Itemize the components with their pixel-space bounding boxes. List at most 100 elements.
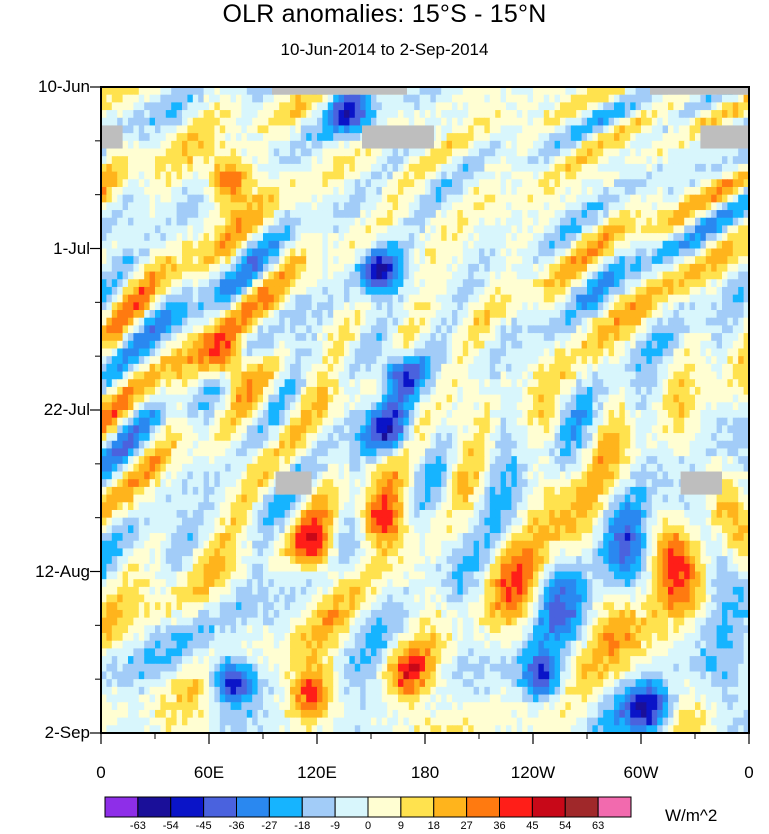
- heatmap-cell: [738, 279, 745, 288]
- heatmap-cell: [597, 363, 604, 373]
- heatmap-cell: [187, 256, 194, 265]
- heatmap-cell: [511, 248, 518, 257]
- heatmap-cell: [165, 240, 172, 250]
- heatmap-cell: [349, 271, 356, 280]
- heatmap-cell: [419, 294, 426, 303]
- heatmap-cell: [689, 279, 696, 288]
- heatmap-cell: [106, 356, 113, 365]
- heatmap-cell: [468, 402, 475, 411]
- heatmap-cell: [198, 333, 205, 342]
- heatmap-cell: [236, 202, 242, 211]
- heatmap-cell: [603, 348, 610, 357]
- heatmap-cell: [176, 117, 183, 127]
- heatmap-cell: [684, 248, 691, 257]
- heatmap-cell: [317, 302, 323, 311]
- heatmap-cell: [489, 194, 496, 203]
- heatmap-cell: [182, 371, 188, 380]
- heatmap-cell: [630, 302, 637, 311]
- heatmap-cell: [689, 294, 696, 303]
- heatmap-cell: [338, 217, 345, 227]
- heatmap-cell: [441, 163, 448, 173]
- heatmap-cell: [527, 363, 534, 373]
- heatmap-cell: [527, 386, 534, 396]
- heatmap-cell: [668, 379, 674, 388]
- heatmap-cell: [635, 140, 642, 150]
- heatmap-cell: [479, 394, 485, 403]
- heatmap-cell: [657, 233, 664, 242]
- heatmap-cell: [182, 363, 188, 373]
- heatmap-cell: [381, 363, 388, 373]
- heatmap-cell: [646, 356, 653, 365]
- heatmap-cell: [176, 386, 183, 396]
- heatmap-cell: [489, 263, 496, 273]
- heatmap-cell: [722, 302, 728, 311]
- heatmap-cell: [441, 186, 448, 196]
- heatmap-cell: [511, 310, 518, 319]
- heatmap-cell: [263, 271, 269, 280]
- heatmap-cell: [516, 248, 523, 257]
- heatmap-cell: [306, 279, 313, 288]
- heatmap-cell: [133, 294, 140, 303]
- heatmap-cell: [236, 394, 242, 403]
- heatmap-cell: [543, 171, 550, 180]
- heatmap-cell: [209, 325, 215, 334]
- heatmap-cell: [695, 286, 701, 296]
- heatmap-cell: [527, 202, 534, 211]
- heatmap-cell: [354, 225, 361, 234]
- heatmap-cell: [354, 363, 361, 373]
- heatmap-cell: [570, 386, 577, 396]
- heatmap-cell: [581, 186, 588, 196]
- heatmap-cell: [549, 140, 556, 150]
- heatmap-cell: [376, 363, 383, 373]
- heatmap-cell: [295, 210, 302, 219]
- heatmap-cell: [635, 302, 642, 311]
- heatmap-cell: [554, 248, 561, 257]
- heatmap-cell: [155, 271, 161, 280]
- heatmap-cell: [495, 379, 502, 388]
- heatmap-cell: [527, 194, 534, 203]
- heatmap-cell: [608, 263, 615, 273]
- heatmap-cell: [484, 356, 491, 365]
- heatmap-cell: [257, 263, 264, 273]
- heatmap-cell: [403, 394, 410, 403]
- heatmap-cell: [284, 256, 291, 265]
- heatmap-cell: [284, 333, 291, 342]
- heatmap-cell: [619, 325, 626, 334]
- heatmap-cell: [630, 148, 637, 157]
- heatmap-cell: [317, 233, 323, 242]
- heatmap-cell: [484, 248, 491, 257]
- heatmap-cell: [705, 386, 712, 396]
- heatmap-cell: [354, 310, 361, 319]
- heatmap-cell: [117, 256, 124, 265]
- heatmap-cell: [236, 333, 242, 342]
- heatmap-cell: [700, 110, 707, 119]
- heatmap-cell: [160, 171, 167, 180]
- heatmap-cell: [446, 394, 453, 403]
- heatmap-cell: [371, 263, 377, 273]
- heatmap-cell: [381, 386, 388, 396]
- heatmap-cell: [646, 125, 653, 134]
- heatmap-cell: [727, 363, 734, 373]
- heatmap-cell: [705, 225, 712, 234]
- heatmap-cell: [381, 240, 388, 250]
- heatmap-cell: [381, 110, 388, 119]
- heatmap-cell: [506, 363, 512, 373]
- heatmap-cell: [614, 325, 620, 334]
- heatmap-cell: [479, 94, 485, 103]
- heatmap-cell: [225, 286, 232, 296]
- heatmap-cell: [241, 248, 248, 257]
- heatmap-cell: [646, 156, 653, 165]
- heatmap-cell: [446, 140, 453, 150]
- heatmap-cell: [452, 348, 458, 357]
- heatmap-cell: [203, 371, 210, 380]
- heatmap-cell: [192, 87, 199, 96]
- heatmap-cell: [570, 248, 577, 257]
- heatmap-cell: [219, 179, 226, 188]
- heatmap-cell: [187, 402, 194, 411]
- heatmap-cell: [603, 94, 610, 103]
- heatmap-cell: [743, 340, 750, 350]
- heatmap-cell: [403, 163, 410, 173]
- heatmap-cell: [608, 233, 615, 242]
- heatmap-cell: [651, 279, 658, 288]
- heatmap-cell: [722, 271, 728, 280]
